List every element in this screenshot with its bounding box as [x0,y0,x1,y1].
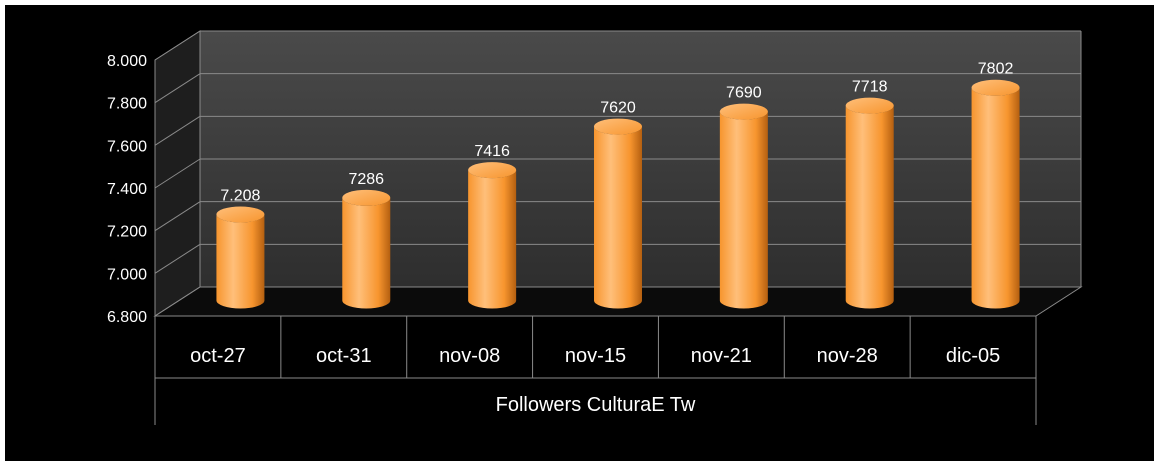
bar [342,189,391,309]
y-tick-label: 7.400 [107,181,147,198]
bar-body [216,214,265,309]
y-tick-label: 8.000 [107,53,147,70]
bar [719,103,768,309]
bar-top [216,206,265,223]
x-tick-label: nov-15 [565,345,626,367]
y-tick-label: 7.200 [107,224,147,241]
data-label: 7.208 [220,187,260,204]
bar [468,162,517,309]
data-label: 7416 [474,143,510,160]
bar-body [594,126,642,309]
bar [845,97,894,309]
y-tick-label: 7.600 [107,138,147,155]
x-tick-label: nov-28 [817,345,878,367]
y-tick-label: 6.800 [107,309,147,326]
data-label: 7690 [726,85,762,102]
x-tick-label: nov-21 [691,345,752,367]
bar-top [971,79,1020,96]
bar [594,118,642,309]
bar [971,79,1020,309]
bar-top [468,162,517,179]
data-label: 7802 [978,61,1014,78]
bar [216,206,265,309]
x-tick-label: oct-31 [316,345,372,367]
bar-top [342,189,391,206]
bar-body [719,111,768,309]
gridline-side [154,73,201,104]
bar-top [719,103,768,120]
data-label: 7620 [600,100,636,117]
gridline-side [154,286,201,317]
y-tick-label: 7.000 [107,266,147,283]
bar-body [971,87,1020,309]
x-tick-label: nov-08 [439,345,500,367]
gridline-side [154,115,201,146]
gridline-side [154,30,201,61]
bar-body [342,197,391,309]
data-label: 7718 [852,79,888,96]
gridline-side [154,243,201,274]
chart-panel: 6.800 7.000 7.200 7.400 7.600 7.800 8.000 7.208… [5,5,1154,461]
bar-top [594,118,642,135]
followers-bar-chart: 6.800 7.000 7.200 7.400 7.600 7.800 8.000 7.208… [107,30,1083,425]
gridline-side [154,201,201,232]
data-label: 7286 [348,171,384,188]
gridline-side [154,158,201,189]
bar-body [468,170,517,309]
bar-top [845,97,894,114]
x-tick-label: oct-27 [190,345,246,367]
bar-body [845,105,894,309]
y-tick-label: 7.800 [107,96,147,113]
category-group-label: Followers CulturaE Tw [496,394,696,416]
x-tick-label: dic-05 [946,345,1000,367]
